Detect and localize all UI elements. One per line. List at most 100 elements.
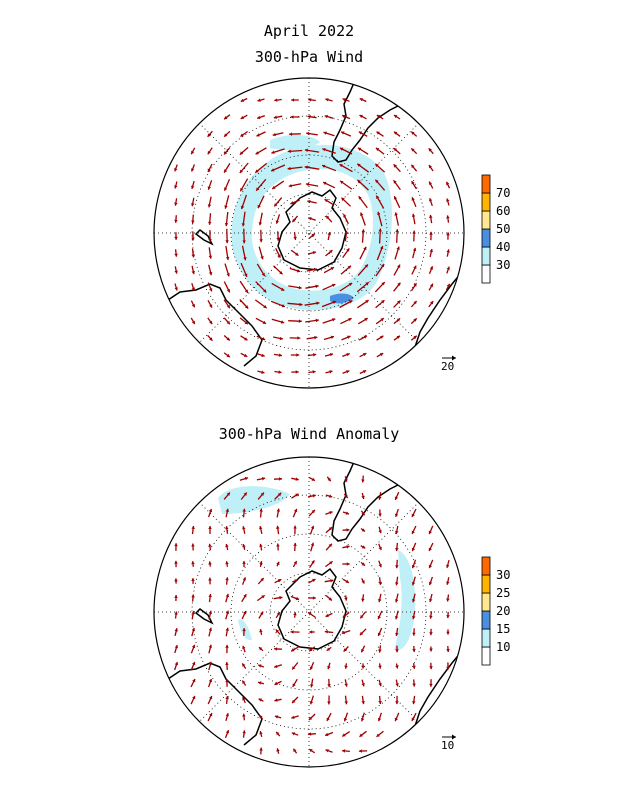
wind-vector-head bbox=[359, 114, 363, 119]
colorbar-swatch bbox=[481, 174, 491, 194]
colorbar-tick-label: 25 bbox=[496, 586, 510, 600]
wind-vector-head bbox=[191, 578, 195, 581]
wind-vector-head bbox=[397, 264, 401, 268]
colorbar-swatch bbox=[481, 264, 491, 284]
wind-vector-head bbox=[322, 164, 326, 168]
wind-vector-head bbox=[174, 645, 179, 649]
wind-vector-head bbox=[290, 115, 294, 119]
colorbar-swatch bbox=[481, 610, 491, 630]
wind-vector-head bbox=[208, 255, 213, 259]
top-reference-vector-label: 20 bbox=[441, 360, 454, 373]
wind-vector-head bbox=[274, 203, 278, 207]
wind-vector-head bbox=[412, 632, 416, 636]
wind-vector-head bbox=[208, 221, 212, 225]
colorbar-tick-label: 50 bbox=[496, 222, 510, 236]
wind-vector-head bbox=[332, 300, 336, 305]
wind-vector-head bbox=[378, 513, 382, 517]
wind-vector-head bbox=[224, 151, 228, 155]
bottom-reference-vector: 10 bbox=[441, 734, 456, 752]
wind-vector-head bbox=[380, 318, 384, 322]
wind-vector-head bbox=[191, 185, 195, 189]
bottom-grid bbox=[154, 457, 464, 767]
wind-vector-head bbox=[174, 560, 178, 564]
wind-vector-head bbox=[411, 513, 415, 517]
wind-vector-head bbox=[411, 197, 415, 201]
wind-vector-head bbox=[346, 248, 350, 252]
wind-vector-head bbox=[360, 212, 364, 216]
wind-vector-head bbox=[296, 269, 301, 273]
wind-vector-head bbox=[225, 256, 230, 260]
wind-vector-head bbox=[192, 695, 196, 700]
wind-vector-head bbox=[342, 98, 346, 102]
wind-vector-head bbox=[429, 283, 433, 288]
wind-vector-head bbox=[345, 579, 349, 583]
wind-vector-head bbox=[446, 215, 450, 219]
antarctica-coast bbox=[277, 188, 347, 271]
wind-vector-head bbox=[242, 645, 246, 650]
wind-vector-head bbox=[208, 610, 213, 614]
wind-vector-head bbox=[329, 353, 333, 357]
wind-vector-head bbox=[191, 627, 196, 632]
wind-vector-head bbox=[381, 300, 385, 304]
wind-vector-head bbox=[395, 683, 399, 687]
wind-vector-head bbox=[344, 683, 348, 687]
wind-vector-head bbox=[191, 237, 195, 241]
wind-vector-head bbox=[378, 683, 382, 687]
wind-vector-head bbox=[260, 256, 264, 260]
wind-vector-head bbox=[412, 665, 416, 669]
wind-vector-head bbox=[378, 546, 382, 551]
wind-vector-head bbox=[208, 678, 213, 683]
wind-vector-head bbox=[226, 289, 230, 293]
wind-vector-head bbox=[174, 662, 179, 666]
wind-vector-head bbox=[208, 543, 212, 547]
wind-vector-head bbox=[359, 98, 364, 102]
wind-vector-head bbox=[225, 240, 229, 244]
wind-vector-head bbox=[258, 681, 262, 685]
wind-vector-head bbox=[263, 289, 267, 293]
wind-vector-head bbox=[349, 300, 353, 304]
wind-vector-head bbox=[277, 492, 282, 497]
wind-vector-head bbox=[378, 665, 382, 669]
wind-vector-head bbox=[340, 147, 344, 151]
wind-vector-head bbox=[359, 733, 363, 737]
wind-vector-head bbox=[344, 230, 348, 234]
wind-vector-head bbox=[256, 133, 260, 137]
wind-vector-head bbox=[208, 644, 213, 648]
wind-vector-head bbox=[428, 530, 432, 535]
wind-vector-head bbox=[327, 684, 331, 688]
wind-vector-head bbox=[224, 187, 228, 191]
wind-vector-head bbox=[344, 665, 348, 669]
wind-vector-head bbox=[328, 494, 333, 498]
wind-vector-head bbox=[293, 525, 297, 529]
wind-vector-head bbox=[209, 713, 213, 717]
wind-vector-head bbox=[295, 252, 299, 256]
wind-vector-head bbox=[191, 320, 195, 325]
wind-vector-head bbox=[332, 318, 336, 322]
wind-vector-head bbox=[226, 353, 230, 358]
jet-max-shading bbox=[330, 293, 354, 304]
wind-vector-head bbox=[412, 230, 416, 234]
wind-vector-head bbox=[287, 149, 291, 153]
bottom-map-border bbox=[153, 456, 465, 768]
south-america-coast bbox=[331, 78, 427, 163]
wind-vector-head bbox=[395, 649, 399, 653]
wind-vector-head bbox=[257, 204, 261, 209]
wind-vector-head bbox=[393, 148, 398, 152]
wind-vector-head bbox=[411, 547, 416, 552]
wind-vector-head bbox=[225, 577, 229, 581]
wind-vector-head bbox=[258, 222, 263, 226]
colorbar-swatch bbox=[481, 592, 491, 612]
wind-vector-head bbox=[412, 615, 416, 620]
wind-vector-head bbox=[428, 165, 432, 169]
wind-vector-head bbox=[361, 545, 366, 549]
wind-vector-head bbox=[346, 545, 350, 549]
wind-vector-head bbox=[394, 496, 399, 500]
bottom-map-interior bbox=[154, 457, 464, 767]
wind-vector-head bbox=[262, 320, 267, 324]
wind-vector-head bbox=[257, 98, 261, 102]
wind-vector-head bbox=[293, 561, 297, 565]
wind-vector-head bbox=[293, 748, 297, 753]
wind-vector-head bbox=[244, 320, 248, 325]
wind-vector-head bbox=[411, 582, 416, 586]
